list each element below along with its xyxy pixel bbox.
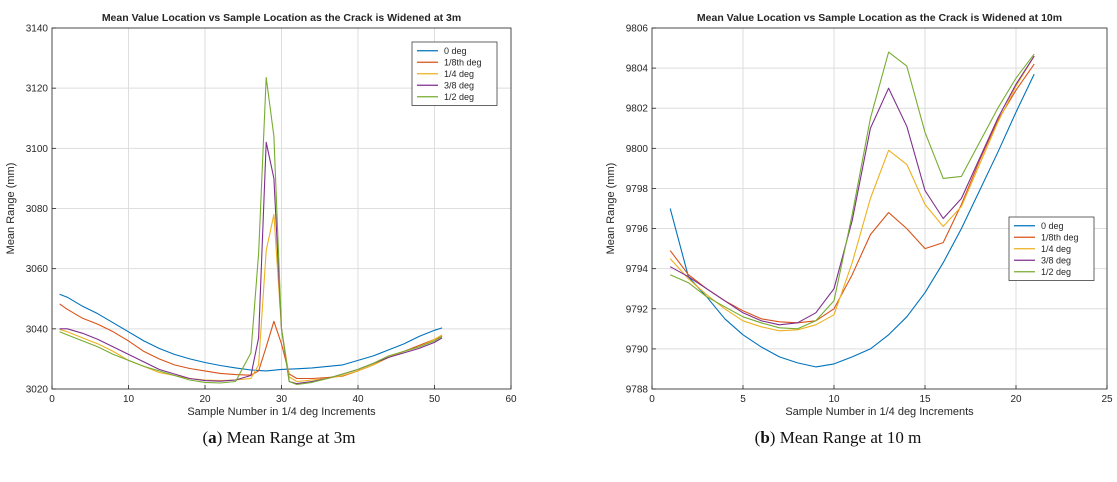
chart-b-x-tick-label: 25	[1101, 394, 1113, 405]
chart-a-legend-label-3: 3/8 deg	[444, 80, 474, 90]
chart-b-x-tick-label: 15	[919, 394, 931, 405]
chart-a-x-tick-label: 0	[49, 394, 55, 405]
chart-b-x-tick-label: 20	[1010, 394, 1022, 405]
chart-a-y-tick-label: 3100	[26, 144, 49, 155]
chart-b-legend-label-4: 1/2 deg	[1041, 267, 1071, 277]
chart-b-legend-label-0: 0 deg	[1041, 221, 1064, 231]
chart-a-y-tick-label: 3060	[26, 264, 49, 275]
chart-a-y-axis-label: Mean Range (mm)	[5, 163, 17, 255]
chart-a-x-tick-label: 10	[123, 394, 135, 405]
chart-b-axes-box	[651, 27, 1108, 390]
caption-a-letter: a	[208, 428, 217, 447]
chart-b-series-line-1	[669, 63, 1035, 324]
chart-b-y-tick-label: 9792	[626, 304, 649, 315]
chart-b-y-tick-label: 9790	[626, 344, 649, 355]
chart-a-series-line-0	[59, 293, 443, 372]
chart-b-x-axis-label: Sample Number in 1/4 deg Increments	[785, 406, 974, 418]
chart-a-legend-label-2: 1/4 deg	[444, 69, 474, 79]
chart-b-legend-label-2: 1/4 deg	[1041, 244, 1071, 254]
chart-a-y-tick-label: 3140	[26, 24, 49, 35]
caption-b-text: Mean Range at 10 m	[775, 428, 922, 447]
chart-a-x-tick-label: 60	[505, 394, 517, 405]
chart-a-x-tick-label: 30	[276, 394, 288, 405]
chart-panel-b: 0 5 10 15 20 25 9788 9790 9792 9794 9796 9798 9800 98…	[559, 0, 1117, 482]
chart-b-y-tick-label: 9804	[626, 64, 649, 75]
chart-a-x-tick-label: 40	[352, 394, 364, 405]
chart-b-y-tick-label: 9802	[626, 104, 649, 115]
chart-b-series-line-0	[669, 73, 1035, 368]
chart-b-y-tick-label: 9798	[626, 184, 649, 195]
chart-a-legend-label-1: 1/8th deg	[444, 57, 482, 67]
chart-b-title: Mean Value Location vs Sample Location a…	[697, 12, 1062, 24]
chart-b-y-tick-label: 9794	[626, 264, 649, 275]
chart-a-y-tick-label: 3120	[26, 84, 49, 95]
chart-a-title: Mean Value Location vs Sample Location a…	[102, 12, 461, 24]
chart-b-legend-label-3: 3/8 deg	[1041, 255, 1071, 265]
chart-b-y-axis-label: Mean Range (mm)	[605, 163, 617, 255]
chart-b-x-tick-label: 0	[649, 394, 655, 405]
chart-b-y-tick-label: 9806	[626, 24, 649, 35]
chart-a-series-line-4	[59, 77, 443, 386]
chart-panel-a: 0 10 20 30 40 50 60 3020 3040 3060 3080 3100 3120 314…	[0, 0, 558, 482]
chart-a-svg: 0 10 20 30 40 50 60302030403060308031003120314…	[5, 12, 517, 418]
chart-b-x-tick-label: 5	[740, 394, 746, 405]
chart-a-y-tick-label: 3040	[26, 324, 49, 335]
caption-a-text: Mean Range at 3m	[222, 428, 356, 447]
chart-b-y-tick-label: 9796	[626, 224, 649, 235]
chart-b-y-tick-label: 9788	[626, 385, 649, 396]
chart-a-x-tick-label: 50	[429, 394, 441, 405]
chart-b-legend-label-1: 1/8th deg	[1041, 232, 1079, 242]
chart-a-legend-label-4: 1/2 deg	[444, 92, 474, 102]
chart-a-y-tick-label: 3080	[26, 204, 49, 215]
chart-b-svg: 0 5 10 15 20 25 9788 9790 9792 9794 9796 9798 9800 98…	[605, 12, 1113, 418]
chart-b-y-tick-label: 9800	[626, 144, 649, 155]
chart-b-x-tick-label: 10	[828, 394, 840, 405]
chart-a-y-tick-label: 3020	[26, 385, 49, 396]
chart-b-series-line-4	[669, 51, 1035, 330]
caption-a: (a) Mean Range at 3m	[202, 428, 356, 447]
chart-b-plot-area	[652, 28, 1107, 389]
chart-a-x-tick-label: 20	[199, 394, 211, 405]
caption-b: (b) Mean Range at 10 m	[754, 428, 922, 447]
chart-b-series-line-3	[669, 55, 1035, 326]
chart-a-x-axis-label: Sample Number in 1/4 deg Increments	[187, 406, 376, 418]
chart-b-series-line-2	[669, 55, 1035, 332]
caption-b-letter: b	[760, 428, 770, 447]
chart-a-legend-label-0: 0 deg	[444, 46, 467, 56]
